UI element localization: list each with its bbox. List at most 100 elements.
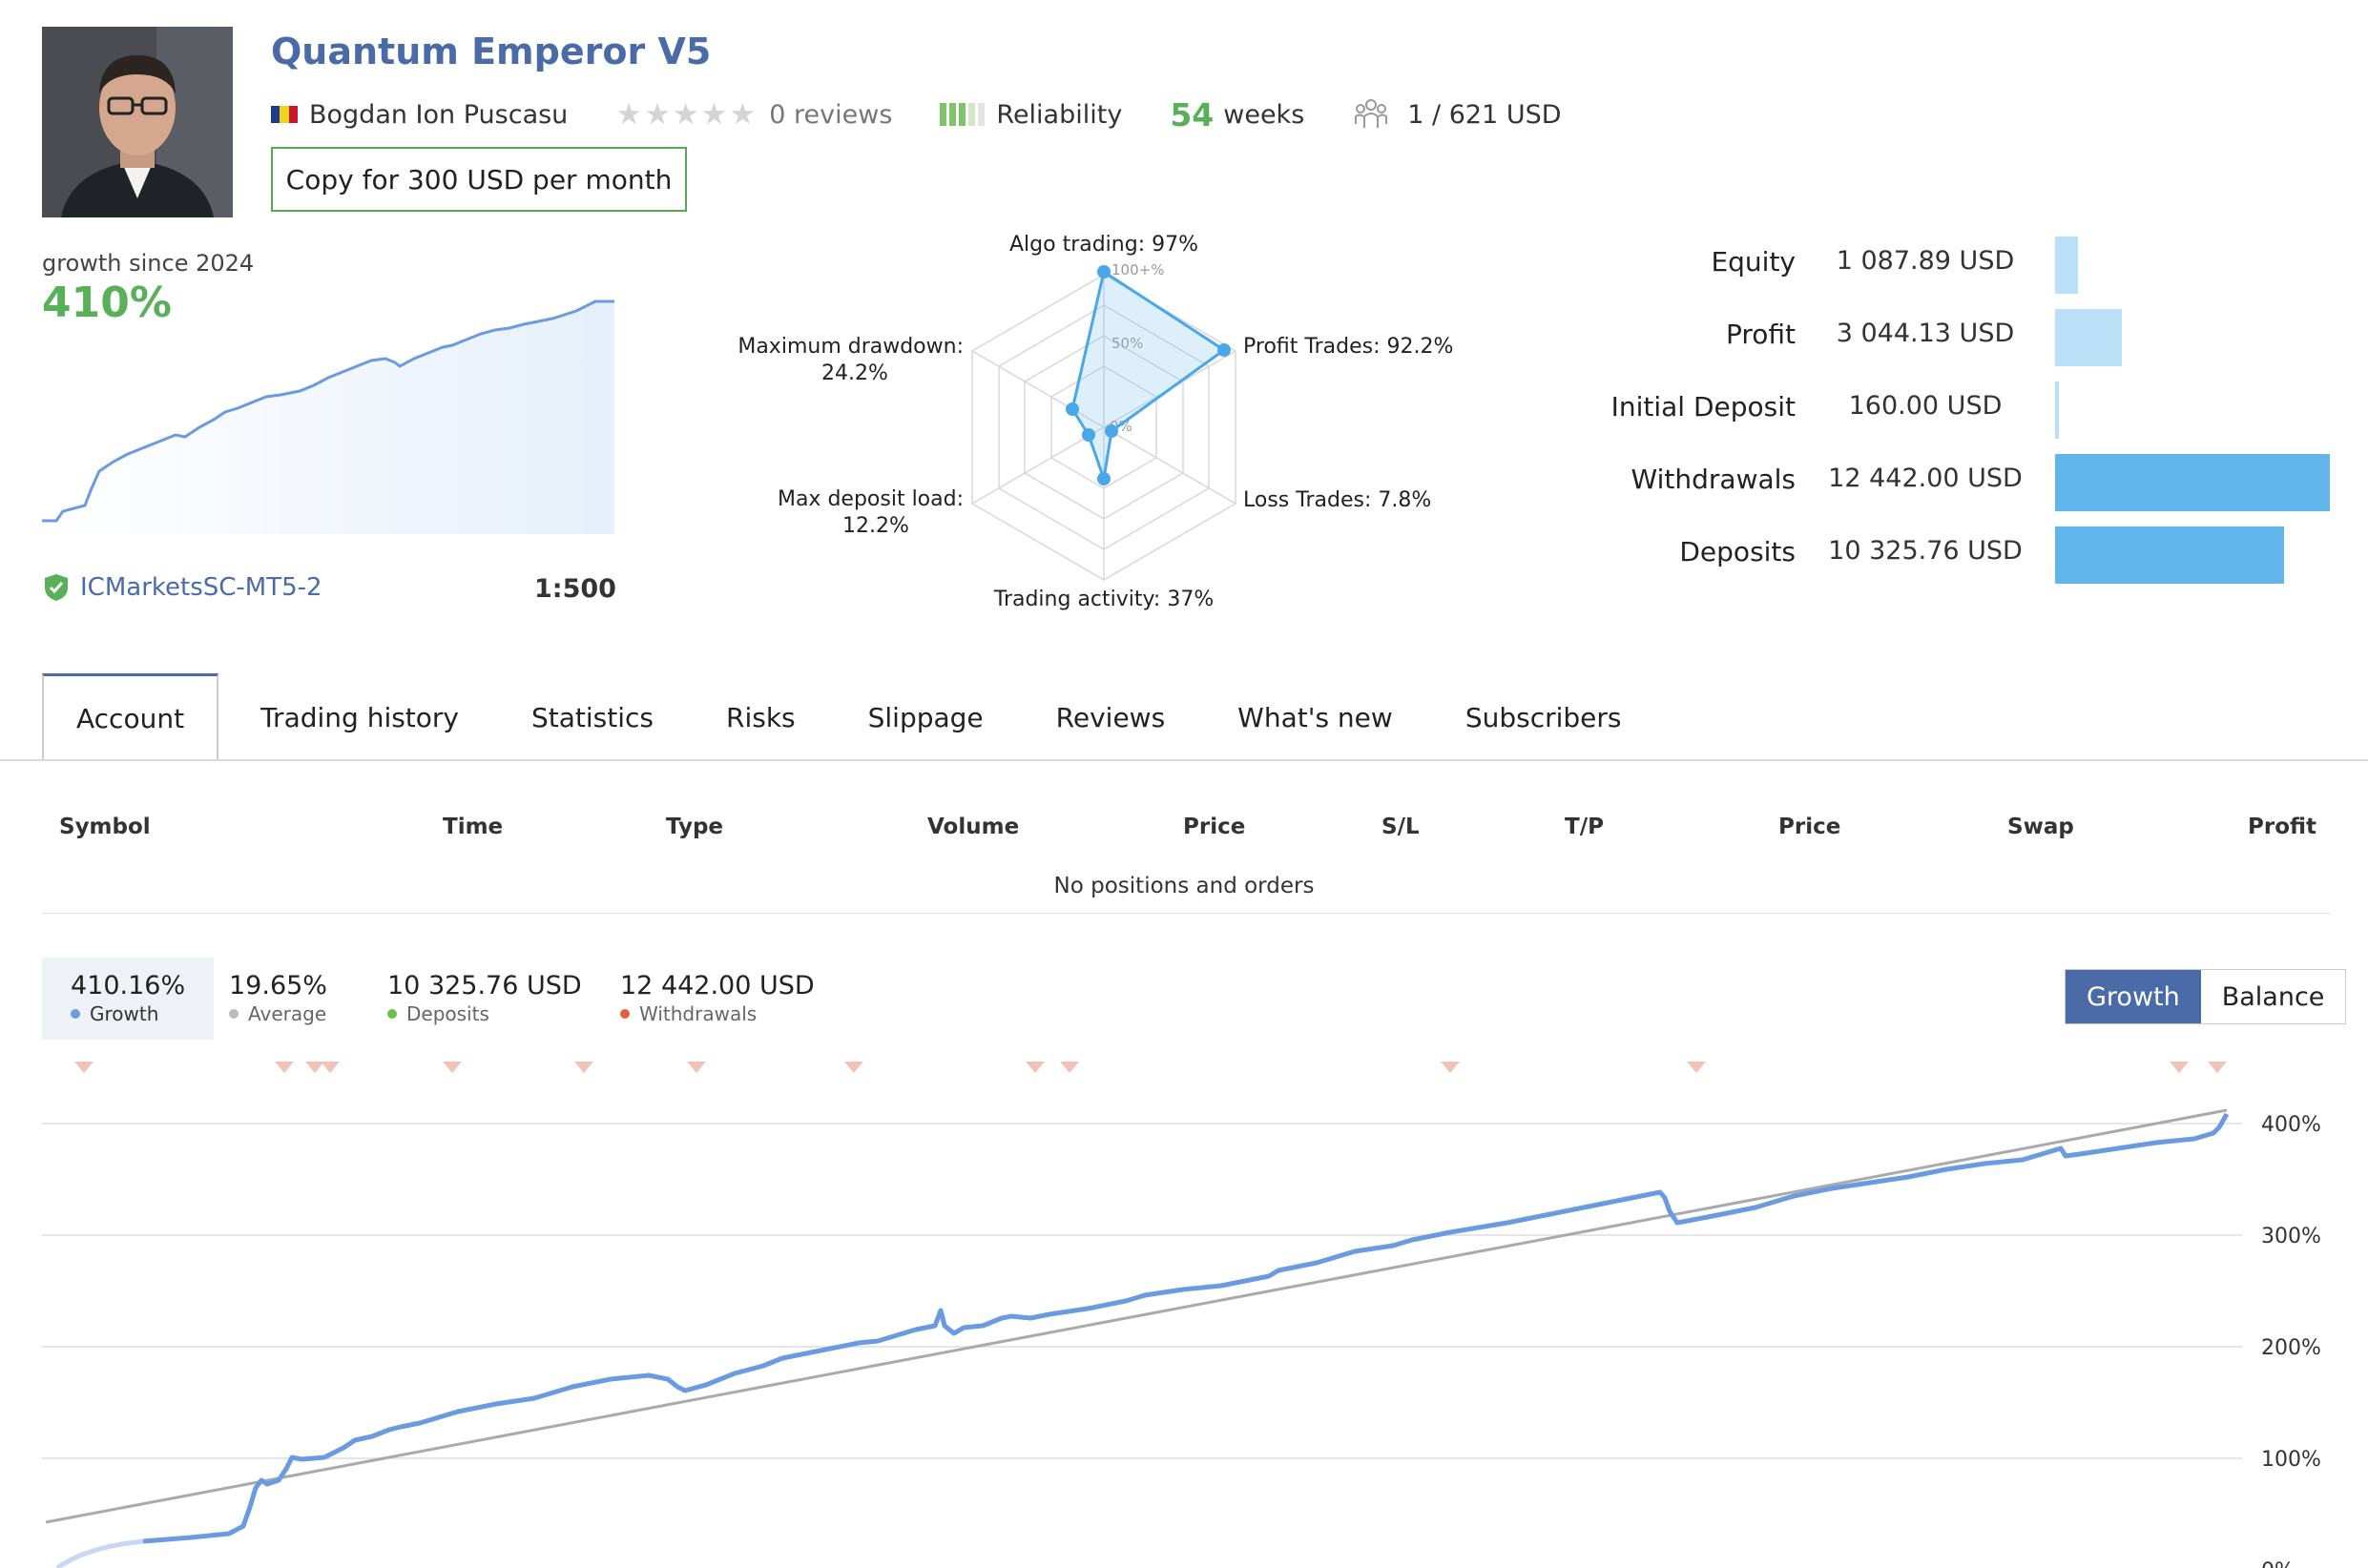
equity-value: 1 087.89 USD <box>1836 246 2015 276</box>
withdrawal-marker-icon[interactable] <box>574 1062 593 1073</box>
col-profit[interactable]: Profit <box>2248 815 2317 839</box>
radar-label-load-2: 12.2% <box>842 514 909 538</box>
radar-label-algo: Algo trading: 97% <box>1009 233 1198 257</box>
legend-withdrawals[interactable]: 12 442.00 USD Withdrawals <box>592 958 843 1040</box>
radar-label-drawdown-2: 24.2% <box>821 361 888 385</box>
y-tick-300: 300% <box>2261 1225 2321 1248</box>
tab-slippage[interactable]: Slippage <box>867 701 984 733</box>
y-tick-0: 0% <box>2261 1559 2295 1568</box>
broker-name[interactable]: ICMarketsSC-MT5-2 <box>80 573 322 602</box>
col-close-price[interactable]: Price <box>1778 815 1841 839</box>
growth-since-label: growth since 2024 <box>42 250 255 277</box>
withdrawal-marker-icon[interactable] <box>305 1062 324 1073</box>
average-dot-icon <box>229 1009 239 1019</box>
withdrawal-marker-icon[interactable] <box>687 1062 706 1073</box>
equity-bar <box>2055 237 2078 294</box>
tab-trading-history[interactable]: Trading history <box>260 701 459 733</box>
avatar-image <box>42 27 233 217</box>
profit-bar <box>2055 309 2122 366</box>
radar-point-drawdown <box>1066 402 1079 416</box>
tab-whats-new[interactable]: What's new <box>1237 701 1393 733</box>
subscribers-icon <box>1355 99 1388 128</box>
reliability-label: Reliability <box>996 99 1123 130</box>
withdrawal-marker-icon[interactable] <box>1687 1062 1706 1073</box>
profit-value: 3 044.13 USD <box>1836 319 2015 348</box>
signal-title[interactable]: Quantum Emperor V5 <box>271 31 712 72</box>
balance-toggle-button[interactable]: Balance <box>2200 970 2346 1023</box>
legend-deposits-label: Deposits <box>406 1002 489 1025</box>
withdrawal-marker-icon[interactable] <box>2208 1062 2227 1073</box>
withdrawal-marker-icon[interactable] <box>74 1062 93 1073</box>
withdrawal-marker-icon[interactable] <box>1026 1062 1045 1073</box>
radar-grid <box>971 274 1236 581</box>
growth-chart: 400% 300% 200% 100% 0% <box>42 1062 2321 1568</box>
deposits-dot-icon <box>387 1009 397 1019</box>
legend-withdrawals-label: Withdrawals <box>639 1002 758 1025</box>
tab-account[interactable]: Account <box>42 673 219 761</box>
withdrawal-markers <box>74 1062 2227 1073</box>
withdrawal-marker-icon[interactable] <box>1441 1062 1460 1073</box>
withdrawal-marker-icon[interactable] <box>844 1062 863 1073</box>
signal-tabs: Account Trading history Statistics Risks… <box>42 673 1653 761</box>
author-avatar[interactable] <box>42 27 233 217</box>
withdrawal-marker-icon[interactable] <box>443 1062 462 1073</box>
tab-subscribers[interactable]: Subscribers <box>1464 701 1622 733</box>
legend-average[interactable]: 19.65% Average <box>200 958 356 1040</box>
col-symbol[interactable]: Symbol <box>59 815 151 839</box>
chart-gridlines <box>42 1123 2242 1459</box>
legend-deposits[interactable]: 10 325.76 USD Deposits <box>359 958 611 1040</box>
legend-growth[interactable]: 410.16% Growth <box>42 958 215 1040</box>
radar-label-loss: Loss Trades: 7.8% <box>1243 488 1431 512</box>
col-volume[interactable]: Volume <box>927 815 1020 839</box>
withdrawal-marker-icon[interactable] <box>1060 1062 1079 1073</box>
author-info-row: Bogdan Ion Puscasu ★★★★★ 0 reviews Relia… <box>271 95 1562 134</box>
equity-label: Equity <box>1711 246 1796 278</box>
col-time[interactable]: Time <box>443 815 504 839</box>
radar-label-activity: Trading activity: 37% <box>993 588 1215 611</box>
withdrawals-dot-icon <box>620 1009 630 1019</box>
y-axis-ticks: 400% 300% 200% 100% 0% <box>2261 1113 2321 1568</box>
tab-reviews[interactable]: Reviews <box>1055 701 1166 733</box>
initial-deposit-value: 160.00 USD <box>1848 391 2003 421</box>
growth-toggle-button[interactable]: Growth <box>2066 970 2201 1023</box>
y-tick-100: 100% <box>2261 1448 2321 1472</box>
copy-signal-button[interactable]: Copy for 300 USD per month <box>271 147 687 212</box>
subscribers-price: 1 / 621 USD <box>1407 99 1562 130</box>
legend-growth-value: 410.16% <box>71 971 186 1001</box>
radar-point-load <box>1082 428 1095 442</box>
average-trend-line <box>45 1108 2228 1524</box>
growth-percent: 410% <box>42 279 172 327</box>
col-sl[interactable]: S/L <box>1381 815 1420 839</box>
col-swap[interactable]: Swap <box>2007 815 2074 839</box>
tab-risks[interactable]: Risks <box>726 701 796 733</box>
withdrawal-marker-icon[interactable] <box>321 1062 340 1073</box>
col-tp[interactable]: T/P <box>1565 815 1604 839</box>
deposits-bar <box>2055 526 2284 584</box>
legend-average-value: 19.65% <box>229 971 327 1001</box>
col-price[interactable]: Price <box>1183 815 1246 839</box>
withdrawal-marker-icon[interactable] <box>2170 1062 2189 1073</box>
deposits-label: Deposits <box>1679 536 1796 567</box>
withdrawal-marker-icon[interactable] <box>275 1062 294 1073</box>
y-tick-200: 200% <box>2261 1336 2321 1360</box>
radar-shape <box>1070 269 1227 480</box>
growth-mini-chart <box>42 299 614 534</box>
weeks-label: weeks <box>1223 99 1305 130</box>
legend-deposits-value: 10 325.76 USD <box>387 971 582 1001</box>
withdrawals-label: Withdrawals <box>1631 464 1796 495</box>
romania-flag-icon <box>271 106 298 123</box>
risk-radar-chart: 100+% 50% 0% Algo trading: 97% Profit Tr… <box>737 233 1453 611</box>
col-type[interactable]: Type <box>666 815 724 839</box>
leverage-value: 1:500 <box>534 574 616 604</box>
broker-info[interactable]: ICMarketsSC-MT5-2 <box>42 572 322 603</box>
author-name[interactable]: Bogdan Ion Puscasu <box>309 99 569 130</box>
tab-statistics[interactable]: Statistics <box>531 701 654 733</box>
reliability-icon <box>940 103 986 126</box>
rating-stars-icon: ★★★★★ <box>615 97 758 132</box>
deposits-value: 10 325.76 USD <box>1828 536 2023 566</box>
reviews-count[interactable]: 0 reviews <box>769 99 893 130</box>
radar-point-loss <box>1105 424 1118 438</box>
y-tick-400: 400% <box>2261 1113 2321 1137</box>
initial-deposit-label: Initial Deposit <box>1610 391 1796 423</box>
verified-shield-icon <box>45 574 68 601</box>
